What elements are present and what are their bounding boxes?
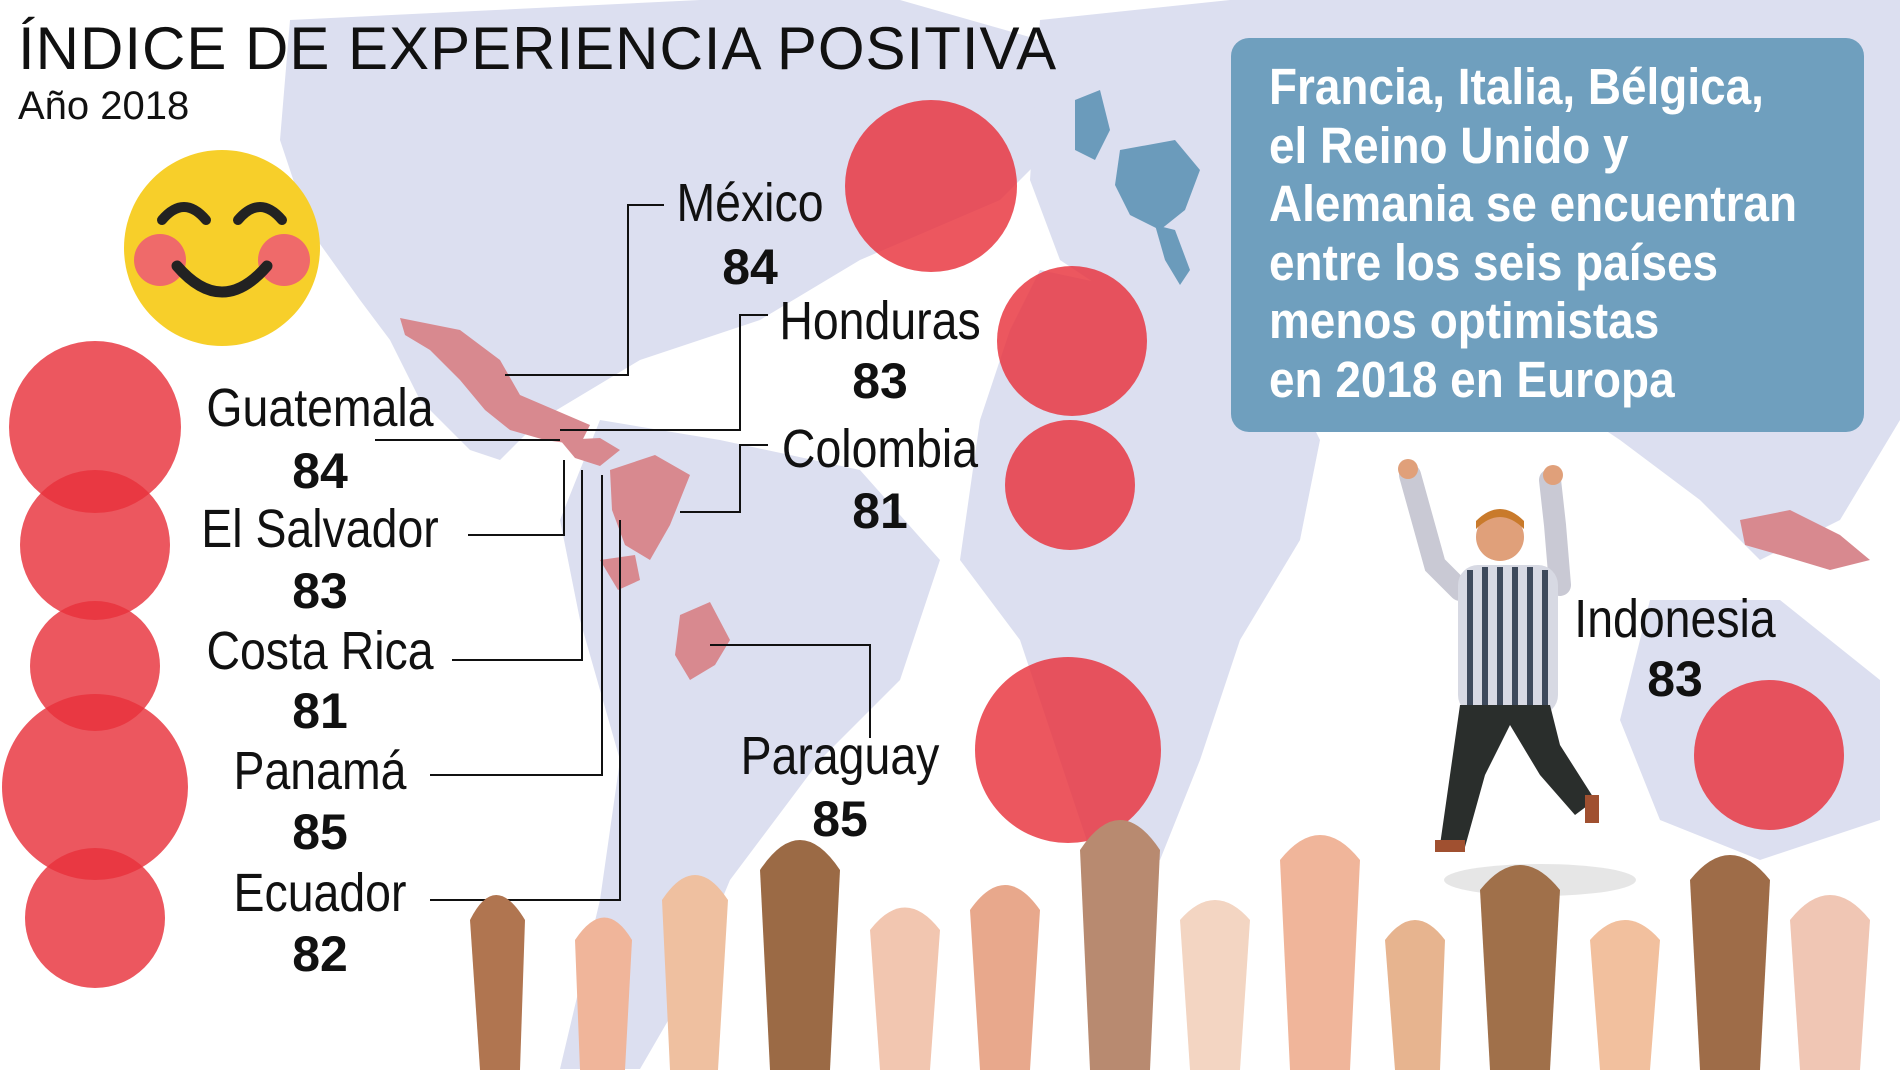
country-value-guatemala: 84 xyxy=(292,443,348,499)
country-value-el-salvador: 83 xyxy=(292,563,348,619)
bubble-el-salvador xyxy=(20,470,170,620)
country-name-costa-rica: Costa Rica xyxy=(206,621,434,681)
country-value-panama: 85 xyxy=(292,804,348,860)
bubble-indonesia xyxy=(1694,680,1844,830)
country-value-costa-rica: 81 xyxy=(292,683,348,739)
bubble-panama xyxy=(2,694,188,880)
callout-line: el Reino Unido y xyxy=(1269,116,1629,174)
country-name-mexico: México xyxy=(676,173,824,233)
country-value-indonesia: 83 xyxy=(1647,651,1703,707)
bubble-colombia xyxy=(1005,420,1135,550)
callout-line: Alemania se encuentran xyxy=(1269,175,1798,232)
callout-line: en 2018 en Europa xyxy=(1269,350,1675,408)
europe-callout: Francia, Italia, Bélgica, el Reino Unido… xyxy=(1231,38,1864,432)
bubble-ecuador xyxy=(25,848,165,988)
country-name-indonesia: Indonesia xyxy=(1574,589,1776,649)
country-value-colombia: 81 xyxy=(852,483,908,539)
country-value-mexico: 84 xyxy=(722,239,778,295)
smiling-hands-illustration xyxy=(470,820,1870,1070)
country-name-el-salvador: El Salvador xyxy=(201,499,439,559)
country-name-guatemala: Guatemala xyxy=(206,378,434,438)
callout-line: Francia, Italia, Bélgica, xyxy=(1269,58,1764,115)
smiley-icon xyxy=(124,150,320,346)
bubble-paraguay xyxy=(975,657,1161,843)
callout-line: menos optimistas xyxy=(1269,292,1660,349)
chart-title: ÍNDICE DE EXPERIENCIA POSITIVA xyxy=(18,15,1058,82)
callout-line: entre los seis países xyxy=(1269,233,1719,291)
country-value-ecuador: 82 xyxy=(292,926,348,982)
chart-subtitle: Año 2018 xyxy=(18,84,190,128)
country-value-honduras: 83 xyxy=(852,353,908,409)
bubble-costa-rica xyxy=(30,601,160,731)
country-name-ecuador: Ecuador xyxy=(233,863,407,923)
country-value-paraguay: 85 xyxy=(812,791,868,847)
bubble-mexico xyxy=(845,100,1017,272)
country-name-paraguay: Paraguay xyxy=(740,726,940,786)
country-name-colombia: Colombia xyxy=(781,419,979,479)
country-name-panama: Panamá xyxy=(233,741,407,801)
bubble-honduras xyxy=(997,266,1147,416)
bubble-guatemala xyxy=(9,341,181,513)
country-name-honduras: Honduras xyxy=(779,291,981,351)
